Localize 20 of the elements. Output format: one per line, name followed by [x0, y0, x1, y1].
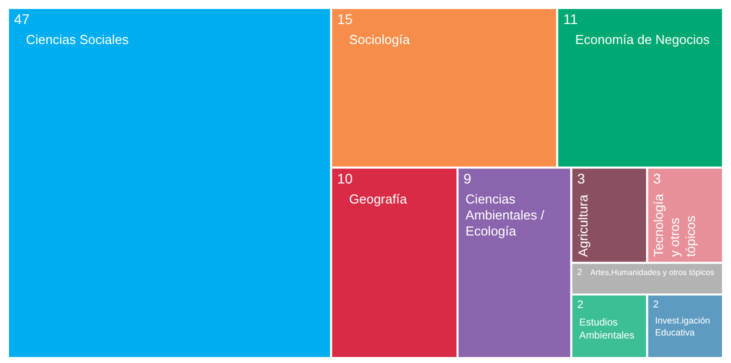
category-label: Artes,Humanidades y otros tópicos: [590, 268, 714, 278]
category-label: Agricultura: [575, 194, 590, 257]
category-label: Estudios Ambientales: [579, 317, 634, 342]
category-label: Ciencias Ambientales / Ecología: [466, 192, 545, 239]
data-label: 2: [653, 299, 660, 310]
category-label: Invest.igación Educativa: [655, 316, 710, 338]
data-label: 15: [337, 10, 353, 27]
category-label: Tecnología y otros tópicos: [651, 193, 698, 257]
data-label: 3: [577, 170, 586, 187]
category-label: Ciencias Sociales: [26, 32, 130, 48]
category-label: Geografía: [349, 192, 408, 207]
data-label: 10: [337, 170, 353, 187]
data-label: 2: [577, 266, 582, 277]
data-label: 11: [563, 10, 578, 27]
data-label: 3: [653, 170, 662, 187]
category-label: Sociología: [349, 32, 411, 48]
data-label: 47: [14, 10, 30, 27]
category-label: Economía de Negocios: [575, 32, 710, 48]
data-label: 9: [464, 170, 472, 187]
data-label: 2: [577, 299, 584, 312]
